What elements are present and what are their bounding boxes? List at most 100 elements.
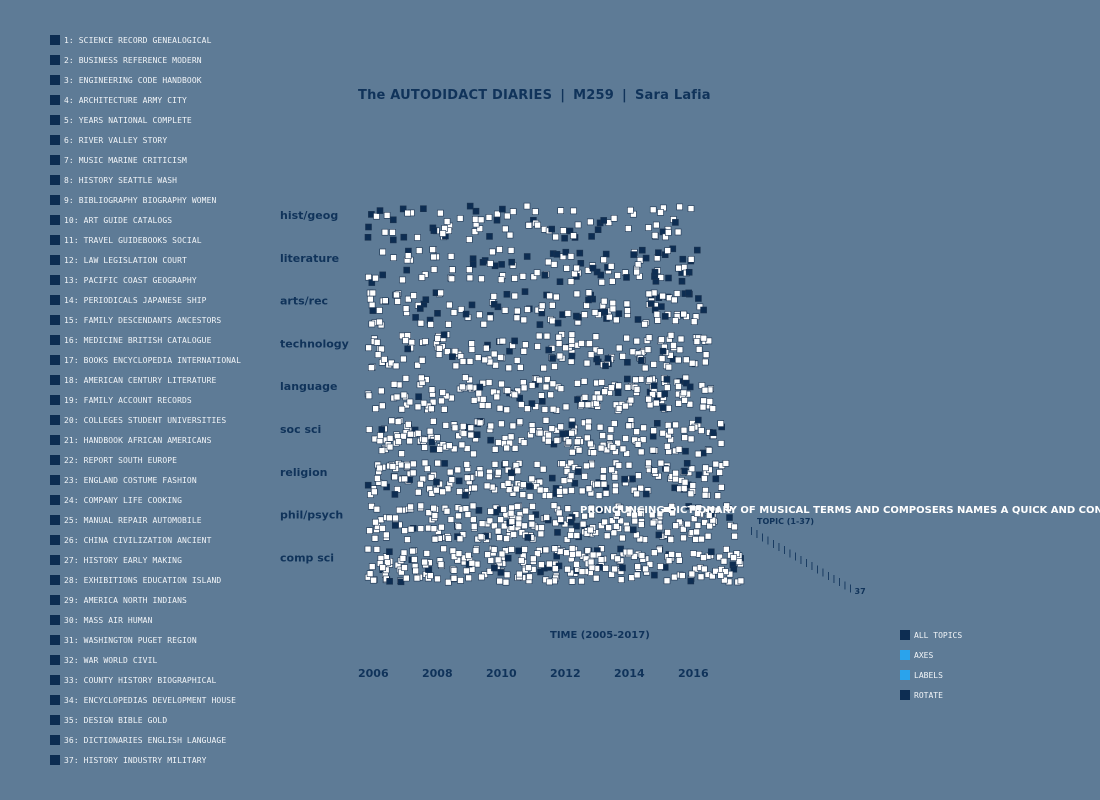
checkout-box — [511, 292, 519, 300]
checkout-box — [568, 331, 576, 339]
topic-item[interactable]: 32: WAR WORLD CIVIL — [50, 650, 241, 670]
topic-item[interactable]: 8: HISTORY SEATTLE WASH — [50, 170, 241, 190]
checkout-box — [519, 481, 527, 489]
checkout-box — [543, 376, 551, 383]
topic-axis: | | | | | | | | | | | | | | | | | | | 37 — [750, 526, 866, 596]
topic-item[interactable]: 6: RIVER VALLEY STORY — [50, 130, 241, 150]
topic-item[interactable]: 7: MUSIC MARINE CRITICISM — [50, 150, 241, 170]
topic-item[interactable]: 1: SCIENCE RECORD GENEALOGICAL — [50, 30, 241, 50]
checkout-box — [414, 403, 422, 411]
checkout-box — [551, 565, 559, 573]
checkout-box — [372, 405, 380, 413]
topic-item[interactable]: 17: BOOKS ENCYCLOPEDIA INTERNATIONAL — [50, 350, 241, 370]
checkout-box — [371, 534, 379, 542]
topic-axis-tick: | — [794, 552, 797, 561]
checkout-box — [544, 258, 552, 266]
checkout-box — [621, 475, 628, 483]
topic-item[interactable]: 25: MANUAL REPAIR AUTOMOBILE — [50, 510, 241, 530]
topic-item[interactable]: 3: ENGINEERING CODE HANDBOOK — [50, 70, 241, 90]
topic-item[interactable]: 19: FAMILY ACCOUNT RECORDS — [50, 390, 241, 410]
checkout-box — [608, 277, 616, 285]
topic-item[interactable]: 15: FAMILY DESCENDANTS ANCESTORS — [50, 310, 241, 330]
checkout-box — [614, 439, 622, 447]
topic-item[interactable]: 24: COMPANY LIFE COOKING — [50, 490, 241, 510]
checkout-box — [440, 405, 448, 413]
topic-item[interactable]: 28: EXHIBITIONS EDUCATION ISLAND — [50, 570, 241, 590]
checkout-box — [487, 422, 495, 430]
checkout-box — [592, 574, 600, 582]
checkout-box — [692, 536, 700, 543]
topic-item[interactable]: 10: ART GUIDE CATALOGS — [50, 210, 241, 230]
checkout-box — [547, 391, 555, 399]
topic-item[interactable]: 13: PACIFIC COAST GEOGRAPHY — [50, 270, 241, 290]
checkout-box — [662, 506, 670, 513]
checkout-box — [596, 348, 604, 355]
topic-item[interactable]: 23: ENGLAND COSTUME FASHION — [50, 470, 241, 490]
checkout-box — [585, 296, 592, 304]
topic-item[interactable]: 26: CHINA CIVILIZATION ANCIENT — [50, 530, 241, 550]
topic-item[interactable]: 34: ENCYCLOPEDIAS DEVELOPMENT HOUSE — [50, 690, 241, 710]
topic-item[interactable]: 29: AMERICA NORTH INDIANS — [50, 590, 241, 610]
checkout-box — [434, 459, 442, 467]
checkout-box — [399, 205, 407, 213]
checkout-box — [423, 550, 431, 557]
control-toggle[interactable]: ROTATE — [900, 685, 962, 705]
topic-item[interactable]: 18: AMERICAN CENTURY LITERATURE — [50, 370, 241, 390]
checkout-box — [496, 577, 504, 585]
topic-label: 18: AMERICAN CENTURY LITERATURE — [64, 375, 217, 385]
checkout-box — [446, 468, 454, 476]
checkout-box — [402, 574, 410, 582]
checkout-box — [615, 310, 623, 318]
checkout-box — [472, 547, 480, 554]
topic-item[interactable]: 11: TRAVEL GUIDEBOOKS SOCIAL — [50, 230, 241, 250]
control-toggle[interactable]: AXES — [900, 645, 962, 665]
checkout-box — [490, 293, 498, 300]
checkout-box — [611, 473, 619, 481]
control-toggle[interactable]: ALL TOPICS — [900, 625, 962, 645]
topic-label: 37: HISTORY INDUSTRY MILITARY — [64, 755, 207, 765]
checkout-box — [428, 438, 436, 446]
topic-item[interactable]: 4: ARCHITECTURE ARMY CITY — [50, 90, 241, 110]
topic-item[interactable]: 27: HISTORY EARLY MAKING — [50, 550, 241, 570]
checkout-box — [515, 547, 523, 555]
checkout-box — [431, 535, 439, 543]
checkout-box — [486, 473, 493, 481]
topic-item[interactable]: 9: BIBLIOGRAPHY BIOGRAPHY WOMEN — [50, 190, 241, 210]
control-toggle[interactable]: LABELS — [900, 665, 962, 685]
topic-item[interactable]: 20: COLLEGES STUDENT UNIVERSITIES — [50, 410, 241, 430]
topic-item[interactable]: 37: HISTORY INDUSTRY MILITARY — [50, 750, 241, 770]
topic-item[interactable]: 36: DICTIONARIES ENGLISH LANGUAGE — [50, 730, 241, 750]
checkout-box — [386, 548, 393, 556]
checkout-box — [513, 503, 521, 510]
checkout-box — [476, 383, 484, 391]
topic-item[interactable]: 22: REPORT SOUTH EUROPE — [50, 450, 241, 470]
checkout-box — [625, 505, 633, 513]
topic-item[interactable]: 31: WASHINGTON PUGET REGION — [50, 630, 241, 650]
topic-item[interactable]: 2: BUSINESS REFERENCE MODERN — [50, 50, 241, 70]
topic-axis-title: TOPIC (1-37) — [757, 517, 814, 526]
checkout-box — [435, 351, 443, 358]
topic-item[interactable]: 5: YEARS NATIONAL COMPLETE — [50, 110, 241, 130]
topic-item[interactable]: 14: PERIODICALS JAPANESE SHIP — [50, 290, 241, 310]
checkout-box — [420, 205, 427, 212]
checkout-box — [489, 248, 496, 256]
topic-item[interactable]: 21: HANDBOOK AFRICAN AMERICANS — [50, 430, 241, 450]
topic-item[interactable]: 12: LAW LEGISLATION COURT — [50, 250, 241, 270]
topic-label: 22: REPORT SOUTH EUROPE — [64, 455, 178, 465]
checkout-box — [478, 275, 485, 283]
checkout-box — [386, 577, 393, 585]
topic-axis-tick: | — [849, 584, 852, 593]
checkout-box — [563, 468, 571, 475]
checkout-box — [519, 272, 527, 280]
checkout-box — [700, 554, 707, 561]
topic-item[interactable]: 30: MASS AIR HUMAN — [50, 610, 241, 630]
checkout-box — [528, 520, 536, 528]
topic-item[interactable]: 16: MEDICINE BRITISH CATALOGUE — [50, 330, 241, 350]
checkout-box — [624, 383, 632, 391]
checkout-box — [468, 346, 476, 353]
topic-item[interactable]: 33: COUNTY HISTORY BIOGRAPHICAL — [50, 670, 241, 690]
checkout-box — [730, 554, 737, 561]
topic-item[interactable]: 35: DESIGN BIBLE GOLD — [50, 710, 241, 730]
checkout-box — [642, 565, 649, 573]
